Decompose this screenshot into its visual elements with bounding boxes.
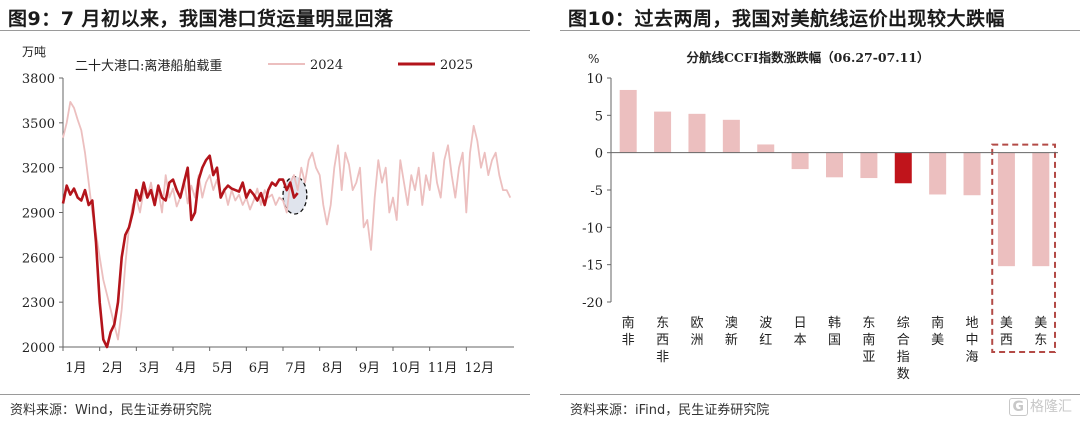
x-tick-label: 5月 xyxy=(212,361,233,376)
bar-韩国 xyxy=(826,152,843,178)
x-tick-label: 8月 xyxy=(322,361,343,376)
legend-label-2024: 2024 xyxy=(310,58,343,73)
bar-波红 xyxy=(757,144,775,153)
y-tick-label: 2000 xyxy=(22,341,55,356)
y-tick-label: 5 xyxy=(595,109,603,124)
x-tick-label: 3月 xyxy=(139,361,160,376)
highlight-box-us-routes xyxy=(991,143,1057,353)
y-axis-unit-label: 万吨 xyxy=(22,45,46,59)
category-label-美西: 美西 xyxy=(1000,316,1013,348)
series-line-2024 xyxy=(62,101,512,341)
category-label-综合指数: 综合指数 xyxy=(897,316,910,382)
bar-东西非 xyxy=(654,111,672,153)
left-figure-title: 图9：7 月初以来，我国港口货运量明显回落 xyxy=(8,8,394,30)
category-label-韩国: 韩国 xyxy=(828,316,841,348)
bar-地中海 xyxy=(963,152,981,196)
bar-美东 xyxy=(1032,152,1050,267)
right-figure-title: 图10：过去两周，我国对美航线运价出现较大跌幅 xyxy=(568,8,1005,30)
chart-subtitle: 二十大港口:离港船舶载重 xyxy=(75,58,222,74)
category-label-欧洲: 欧洲 xyxy=(690,316,703,348)
y-tick-label: -5 xyxy=(590,184,603,199)
left-title-rule xyxy=(0,30,530,31)
y-tick-label: 3800 xyxy=(22,72,55,87)
y-tick-label: 2300 xyxy=(22,296,55,311)
category-label-东南亚: 东南亚 xyxy=(862,316,875,365)
y-tick-label: 2900 xyxy=(22,207,55,222)
right-title-rule xyxy=(560,30,1080,31)
x-tick-label: 4月 xyxy=(175,361,196,376)
category-label-美东: 美东 xyxy=(1034,316,1047,348)
category-label-澳新: 澳新 xyxy=(725,315,738,348)
bar-欧洲 xyxy=(688,113,706,153)
right-source-note: 资料来源：iFind，民生证券研究院 xyxy=(570,403,770,418)
category-label-南美: 南美 xyxy=(931,315,944,348)
category-label-日本: 日本 xyxy=(794,316,807,348)
legend-label-2025: 2025 xyxy=(440,58,473,73)
x-tick-label: 2月 xyxy=(102,361,123,376)
y-axis-unit-label: % xyxy=(588,52,599,66)
watermark: G 格隆汇 xyxy=(1008,396,1072,416)
bar-澳新 xyxy=(722,119,740,153)
category-label-南非: 南非 xyxy=(622,315,635,348)
x-tick-label: 12月 xyxy=(465,361,495,376)
y-tick-label: 3200 xyxy=(22,162,55,177)
y-tick-label: 0 xyxy=(595,147,603,162)
x-tick-label: 11月 xyxy=(428,361,458,376)
bar-日本 xyxy=(791,152,809,170)
y-tick-label: 2600 xyxy=(22,251,55,266)
watermark-logo-icon: G xyxy=(1008,398,1028,416)
right-chart-panel: 图10：过去两周，我国对美航线运价出现较大跌幅 分航线CCFI指数涨跌幅（06.… xyxy=(560,0,1080,422)
bar-美西 xyxy=(997,152,1015,267)
bar-综合指数 xyxy=(894,152,912,184)
port-volume-line-chart: 万吨 2000 2300 2600 2900 3200 3500 3800 1月 2月 3月 4月 5月… xyxy=(22,45,514,376)
bar-南美 xyxy=(929,152,947,195)
left-source-note: 资料来源：Wind，民生证券研究院 xyxy=(10,403,212,418)
chart-title: 分航线CCFI指数涨跌幅（06.27-07.11） xyxy=(686,50,929,65)
right-source-rule xyxy=(560,394,1080,395)
ccfi-route-bar-chart: 分航线CCFI指数涨跌幅（06.27-07.11）% 10 5 0 -5 -10 -15 -2… xyxy=(582,50,1058,382)
y-tick-label: -20 xyxy=(582,296,603,311)
y-tick-label: -10 xyxy=(582,221,603,236)
bar-东南亚 xyxy=(860,152,878,179)
category-label-波红: 波红 xyxy=(759,316,772,348)
y-tick-label: 10 xyxy=(586,72,603,87)
x-tick-label: 1月 xyxy=(65,361,86,376)
category-label-地中海: 地中海 xyxy=(966,316,979,365)
left-chart-panel: 图9：7 月初以来，我国港口货运量明显回落 万吨 2000 2300 2600 2900… xyxy=(0,0,530,422)
x-tick-label: 6月 xyxy=(249,361,270,376)
y-tick-label: 3500 xyxy=(22,117,55,132)
x-tick-label: 9月 xyxy=(359,361,380,376)
category-label-东西非: 东西非 xyxy=(656,316,669,365)
series-line-2025 xyxy=(61,154,299,349)
x-tick-label: 7月 xyxy=(285,361,306,376)
left-source-rule xyxy=(0,394,530,395)
watermark-text: 格隆汇 xyxy=(1030,399,1072,415)
x-tick-label: 10月 xyxy=(391,361,421,376)
y-tick-label: -15 xyxy=(582,259,603,274)
bar-南非 xyxy=(619,89,637,153)
